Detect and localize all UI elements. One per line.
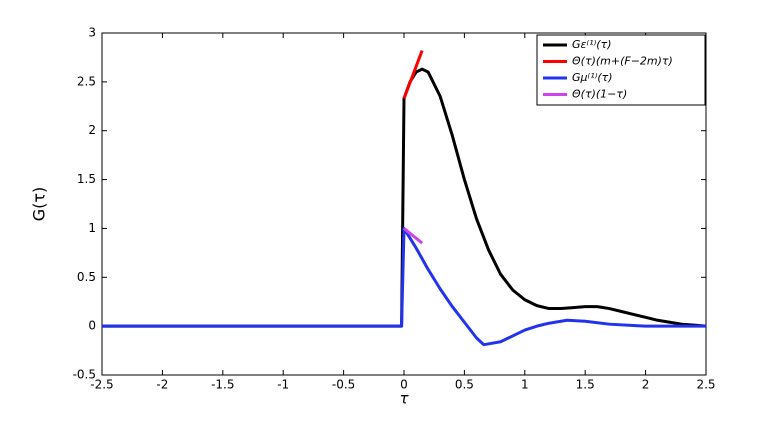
series-line: [102, 226, 706, 347]
x-tick-label: -2: [156, 378, 168, 392]
y-tick-label: 3: [88, 26, 96, 40]
x-tick-label: 0.5: [455, 378, 474, 392]
y-tick-label: 1.5: [77, 172, 96, 186]
series-line: [402, 50, 424, 99]
x-tick-label: -2.5: [90, 378, 113, 392]
x-tick-label: -1: [277, 378, 289, 392]
x-tick-label: 2: [642, 378, 650, 392]
legend-label: Gε⁽¹⁾(τ): [572, 38, 612, 51]
y-tick-label: -0.5: [73, 368, 96, 382]
y-tick-label: 0: [88, 319, 96, 333]
y-tick-label: 2.5: [77, 74, 96, 88]
y-tick-label: 1: [88, 221, 96, 235]
x-tick-label: 0: [400, 378, 408, 392]
x-tick-label: 1: [521, 378, 529, 392]
x-tick-label: -0.5: [332, 378, 355, 392]
legend-label: Gμ⁽¹⁾(τ): [572, 71, 613, 84]
y-axis-label: G(τ): [30, 187, 49, 222]
y-tick-label: 0.5: [77, 270, 96, 284]
x-tick-label: 2.5: [696, 378, 715, 392]
y-tick-label: 2: [88, 123, 96, 137]
series-line: [403, 227, 424, 245]
legend-label: Θ(τ)(m+(F−2m)τ): [572, 55, 673, 68]
legend-label: Θ(τ)(1−τ): [572, 88, 627, 101]
x-tick-label: -1.5: [211, 378, 234, 392]
x-tick-label: 1.5: [576, 378, 595, 392]
x-axis-label: τ: [399, 390, 409, 408]
